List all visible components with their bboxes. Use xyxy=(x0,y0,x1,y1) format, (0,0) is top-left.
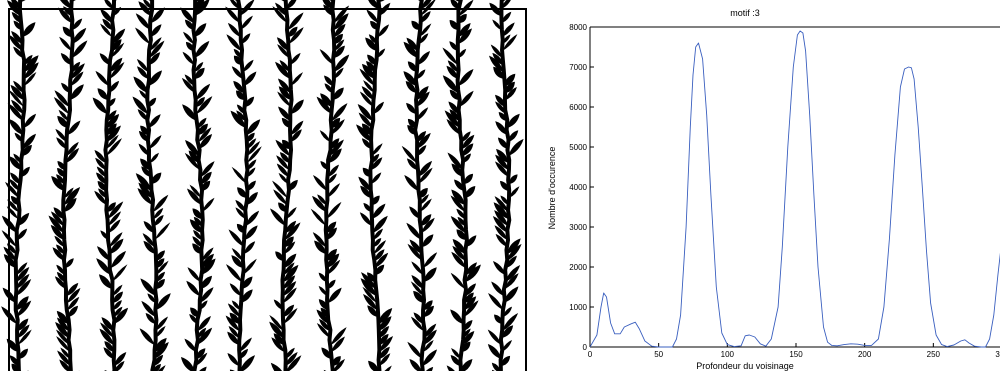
chart-svg: motif :3 Profondeur du voisinage Nombre … xyxy=(547,8,1000,371)
texture-border xyxy=(8,8,527,376)
plant-texture-image xyxy=(0,0,530,376)
x-tick-label: 100 xyxy=(721,350,735,359)
texture-background xyxy=(0,0,530,371)
y-tick-label: 2000 xyxy=(569,263,587,272)
x-tick-label: 200 xyxy=(858,350,872,359)
y-axis-label: Nombre d'occurence xyxy=(547,147,557,230)
chart-title: motif :3 xyxy=(730,8,760,18)
y-tick-label: 7000 xyxy=(569,63,587,72)
plant-stripes xyxy=(1,0,524,376)
y-tick-label: 8000 xyxy=(569,23,587,32)
x-tick-label: 250 xyxy=(927,350,941,359)
histogram-chart: motif :3 Profondeur du voisinage Nombre … xyxy=(530,0,1000,371)
y-tick-label: 1000 xyxy=(569,303,587,312)
x-tick-label: 300 xyxy=(995,350,1000,359)
y-tick-label: 5000 xyxy=(569,143,587,152)
x-axis-label: Profondeur du voisinage xyxy=(696,361,794,371)
x-tick-label: 0 xyxy=(588,350,593,359)
y-tick-label: 6000 xyxy=(569,103,587,112)
y-tick-label: 4000 xyxy=(569,183,587,192)
x-tick-label: 50 xyxy=(654,350,663,359)
plant-stripes-picture xyxy=(0,0,530,376)
y-tick-label: 3000 xyxy=(569,223,587,232)
y-tick-label: 0 xyxy=(583,343,588,352)
series-line-0 xyxy=(590,30,1000,348)
x-tick-label: 150 xyxy=(789,350,803,359)
